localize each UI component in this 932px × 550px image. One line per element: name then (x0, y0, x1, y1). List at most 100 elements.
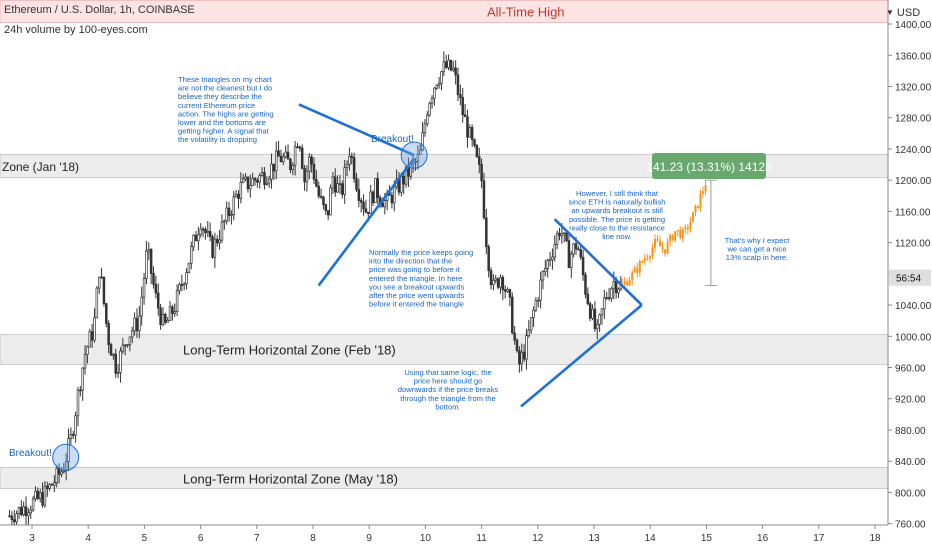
svg-text:believe they describe the: believe they describe the (178, 92, 262, 101)
candle-body (178, 284, 181, 292)
candle-body (522, 351, 526, 360)
svg-text:That's why I expect: That's why I expect (725, 236, 791, 245)
candle-body (50, 483, 54, 486)
projection-body (704, 185, 707, 192)
candle-body (322, 196, 325, 205)
candle-body (551, 256, 554, 260)
candle-body (36, 490, 40, 499)
candle-body (282, 156, 285, 163)
candle-body (319, 195, 323, 198)
candle-body (525, 335, 528, 360)
candle-body (586, 293, 590, 305)
candle-body (225, 207, 228, 222)
candle-body (581, 256, 585, 276)
svg-text:lower and the bottoms are: lower and the bottoms are (178, 118, 266, 127)
candle-body (548, 259, 552, 261)
candle-body (345, 164, 349, 168)
breakout-circle (52, 443, 80, 471)
candle-body (560, 233, 564, 237)
candle-body (529, 317, 533, 331)
candle-body (241, 178, 245, 183)
candle-body (112, 353, 115, 356)
projection-body (669, 235, 672, 242)
projection-body (643, 258, 646, 262)
svg-text:possible. The price is getting: possible. The price is getting (569, 215, 665, 224)
candle-body (109, 344, 113, 356)
candle-body (376, 178, 379, 198)
svg-text:really close to the resistance: really close to the resistance (569, 223, 665, 232)
svg-text:an upwards breakout is still: an upwards breakout is still (571, 206, 663, 215)
time-tick-label: 4 (85, 533, 91, 544)
candle-body (565, 232, 568, 242)
candle-body (237, 193, 240, 199)
candle-body (326, 210, 330, 216)
candle-body (246, 176, 250, 190)
current-price-label: 56:54 (896, 274, 921, 285)
candle-body (527, 329, 531, 337)
candle-body (159, 307, 162, 326)
triangle-trendline (317, 157, 416, 287)
candle-body (298, 146, 302, 149)
candle-body (468, 127, 472, 138)
candle-body (100, 276, 103, 279)
projection-body (681, 229, 684, 239)
breakout-circle (400, 141, 428, 169)
candle-body (27, 512, 30, 517)
candle-body (175, 290, 179, 313)
candle-body (400, 175, 403, 193)
candle-body (277, 150, 280, 157)
candle-body (213, 238, 217, 258)
candle-body (107, 323, 110, 346)
projection-body (671, 235, 674, 241)
svg-text:entered the triangle. In here: entered the triangle. In here (369, 274, 462, 283)
candle-body (541, 271, 545, 281)
candle-body (596, 323, 599, 330)
candle-body (211, 236, 214, 258)
candle-body (393, 186, 396, 204)
candle-body (114, 353, 117, 374)
candle-body (270, 163, 273, 180)
price-tick-label: 1000.00 (895, 332, 932, 343)
candle-body (133, 317, 136, 332)
currency-label: USD (896, 6, 921, 19)
time-tick-label: 6 (198, 533, 204, 544)
projection-body (664, 249, 667, 254)
candle-body (67, 438, 70, 462)
symbol-title: Ethereum / U.S. Dollar, 1h, COINBASE (4, 4, 195, 16)
projection-body (638, 261, 641, 273)
candle-body (367, 211, 370, 214)
candle-body (230, 214, 233, 216)
projection-body (626, 281, 629, 286)
candle-body (577, 248, 580, 251)
time-tick-label: 15 (701, 533, 713, 544)
svg-text:downwards if the price breaks: downwards if the price breaks (398, 385, 499, 394)
zone-label: Zone (Jan '18) (2, 160, 79, 174)
time-tick-label: 3 (29, 533, 35, 544)
candle-body (88, 331, 92, 348)
svg-text:are not the cleanest but I do: are not the cleanest but I do (178, 84, 272, 93)
candle-body (22, 506, 25, 515)
candle-body (251, 178, 254, 186)
projection-body (684, 227, 687, 230)
candle-body (553, 243, 557, 258)
candle-body (140, 296, 143, 317)
candle-body (142, 278, 146, 298)
candle-body (208, 230, 212, 238)
candle-body (218, 239, 221, 244)
svg-text:These triangles on my chart: These triangles on my chart (178, 75, 273, 84)
candle-body (308, 156, 311, 172)
currency-selector[interactable]: ▼ USD (886, 4, 930, 21)
candle-body (138, 315, 141, 332)
candle-body (390, 195, 394, 204)
candle-body (546, 260, 549, 269)
candle-body (20, 507, 23, 515)
time-tick-label: 12 (532, 533, 544, 544)
price-tick-label: 1200.00 (895, 176, 932, 187)
candle-body (433, 87, 436, 99)
candle-body (199, 228, 202, 235)
projection-body (656, 239, 659, 241)
current-price-tag (889, 269, 931, 286)
candle-body (572, 243, 575, 255)
projection-body (648, 256, 651, 259)
